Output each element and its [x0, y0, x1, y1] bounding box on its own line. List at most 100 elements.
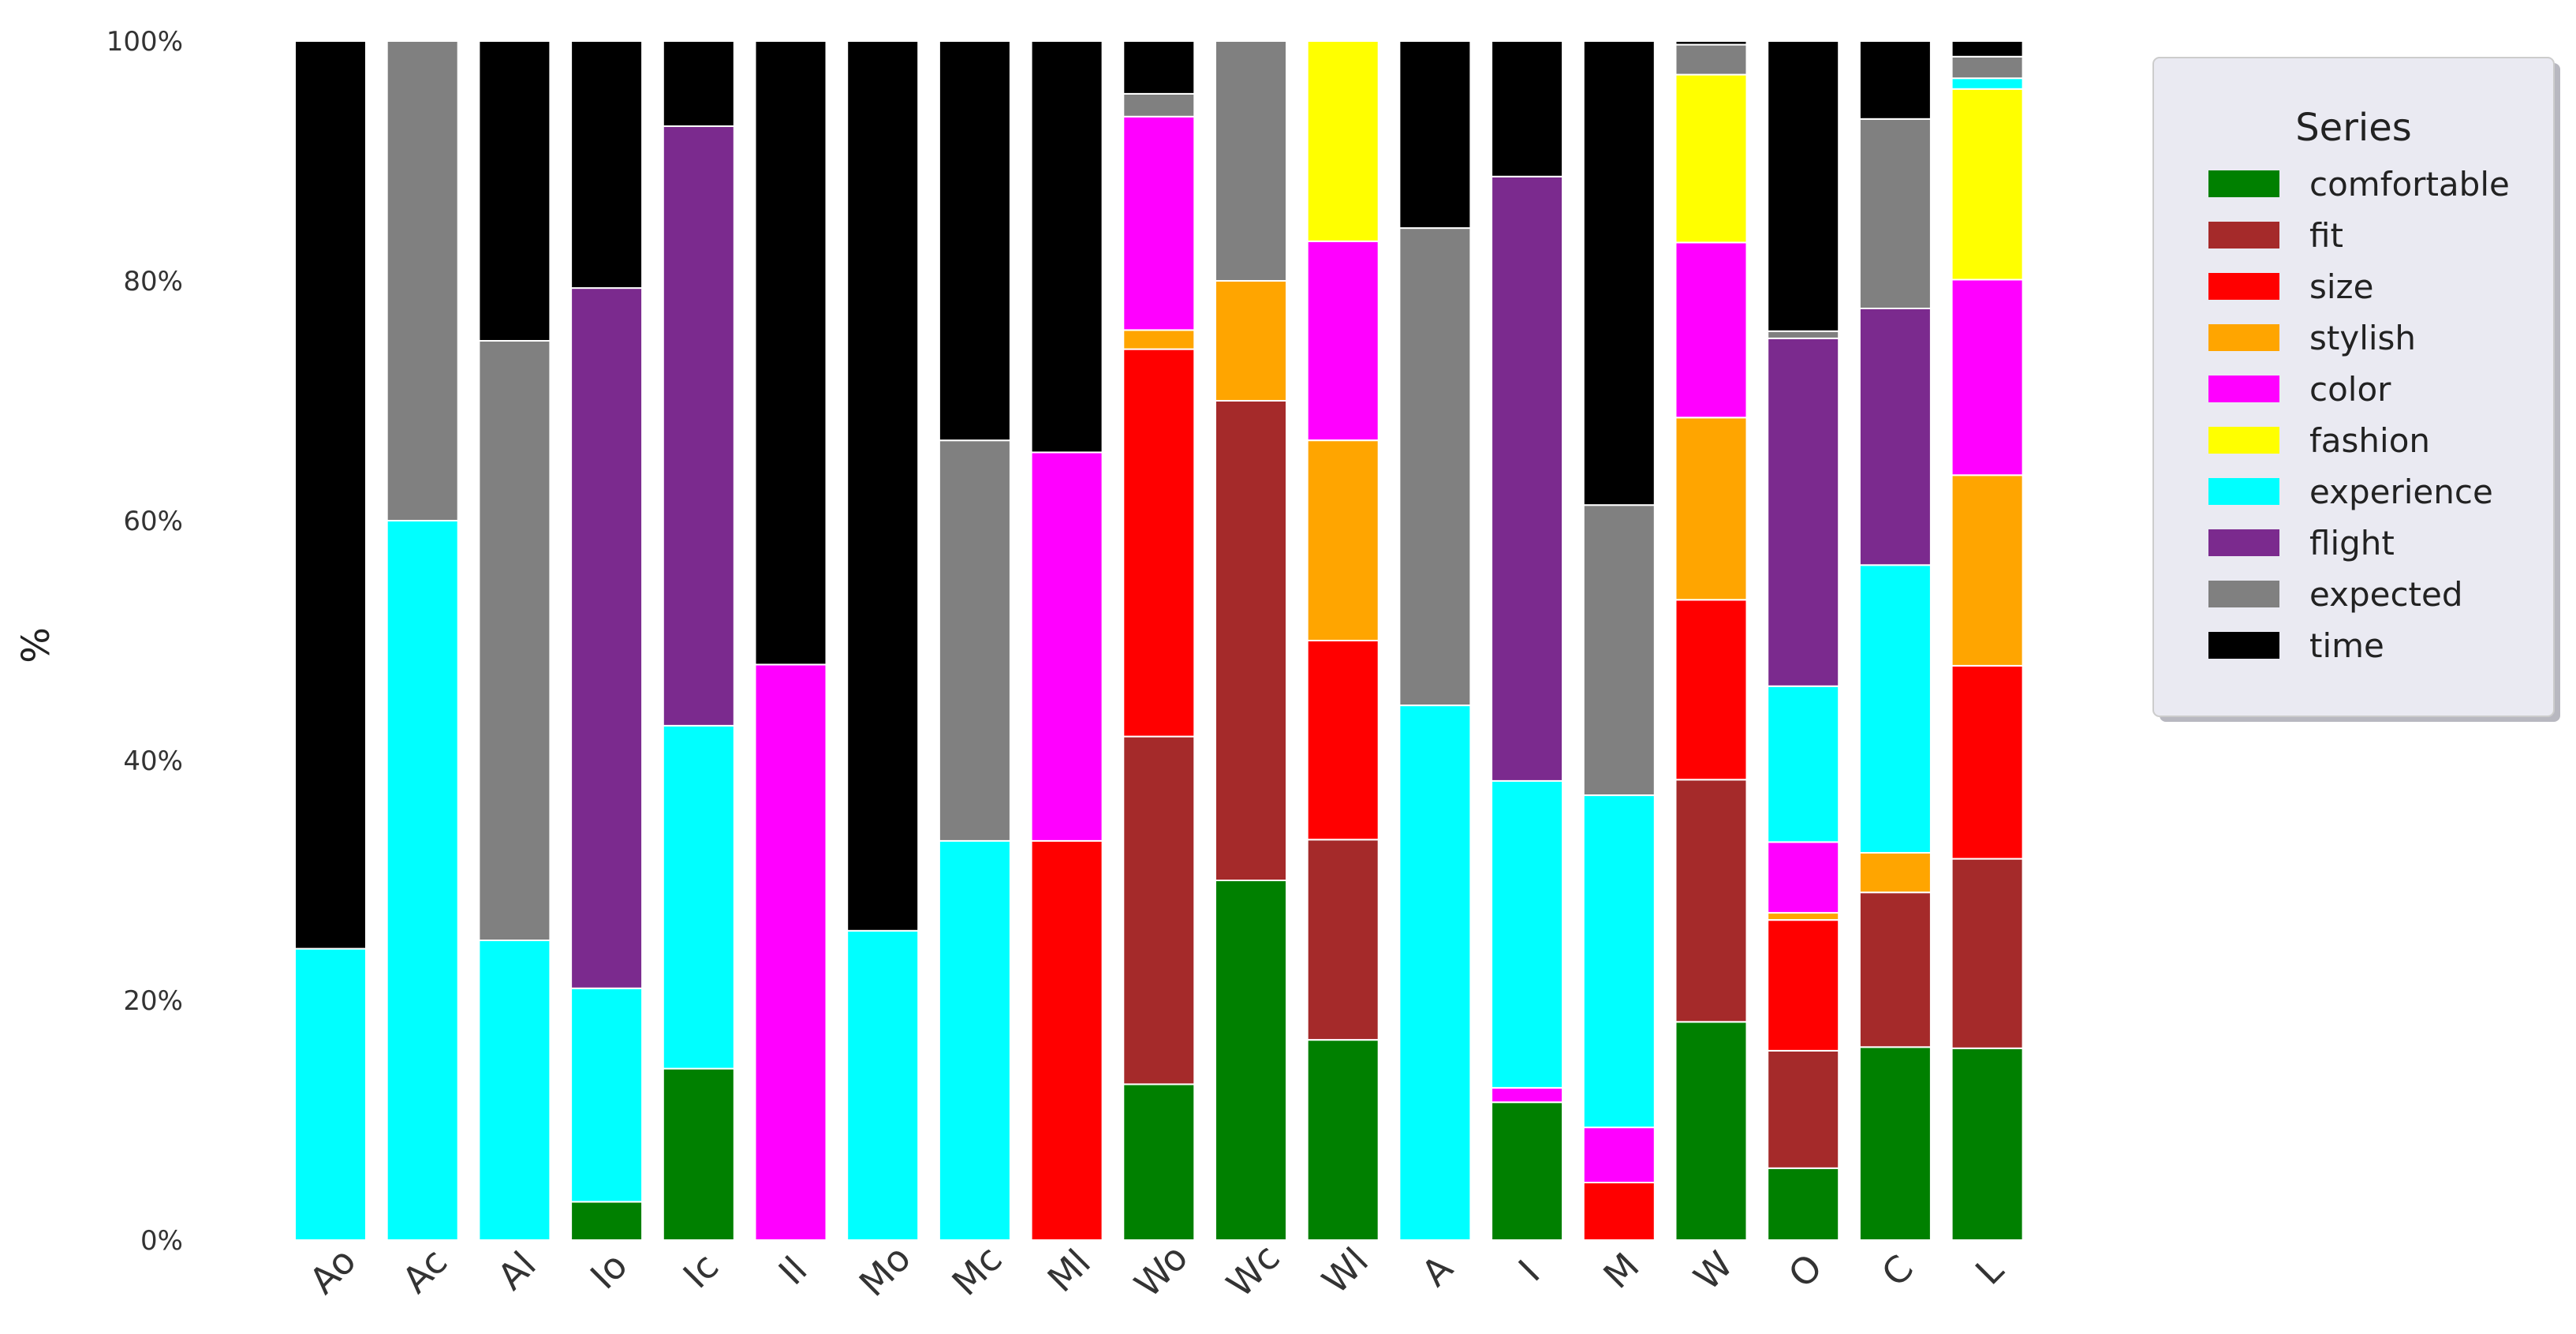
- bar-segment-C-fit: [1858, 891, 1932, 1048]
- legend-swatch-comfortable: [2208, 170, 2279, 197]
- bar-segment-M-expected: [1582, 504, 1656, 796]
- bar-segment-I-color: [1491, 1087, 1564, 1104]
- legend-label-expected: expected: [2309, 575, 2463, 614]
- y-tick-label: 0%: [140, 1225, 183, 1257]
- bar-segment-Ac-experience: [386, 520, 459, 1241]
- bar-segment-Mc-expected: [938, 439, 1011, 842]
- legend: Series comfortable fit size stylish color fas…: [2152, 57, 2560, 722]
- bar-segment-Io-time: [570, 40, 644, 290]
- bar-segment-M-color: [1582, 1127, 1656, 1183]
- bar-segment-M-time: [1582, 40, 1656, 506]
- legend-swatch-color: [2208, 376, 2279, 402]
- bar-segment-Il-color: [754, 663, 827, 1241]
- x-tick-label: Ic: [675, 1245, 727, 1297]
- bar-segment-L-expected: [1951, 55, 2024, 80]
- bar-segment-Wl-fashion: [1306, 40, 1379, 242]
- x-tick-label: Wl: [1314, 1239, 1376, 1302]
- bar-segment-Wc-stylish: [1215, 280, 1287, 402]
- x-tick-label: Mo: [851, 1237, 919, 1305]
- bar-segment-L-time: [1951, 40, 2024, 58]
- bar-segment-L-fashion: [1951, 88, 2024, 281]
- bar-segment-Wl-fit: [1306, 839, 1379, 1041]
- bar-segment-Ic-comfortable: [662, 1067, 735, 1241]
- bar-segment-I-experience: [1491, 779, 1564, 1089]
- bar-segment-Wo-size: [1122, 348, 1196, 738]
- legend-label-fit: fit: [2309, 216, 2343, 255]
- x-tick-label: Wc: [1219, 1236, 1288, 1306]
- x-tick-label: W: [1686, 1243, 1741, 1299]
- bar-segment-L-experience: [1951, 77, 2024, 90]
- legend-swatch-time: [2208, 632, 2279, 659]
- bar-segment-O-color: [1767, 841, 1840, 914]
- bar-segment-Mc-time: [938, 40, 1011, 442]
- legend-swatch-size: [2208, 273, 2279, 300]
- x-tick-label: L: [1967, 1248, 2012, 1293]
- y-tick-label: 60%: [123, 506, 183, 537]
- bar-segment-W-fashion: [1674, 73, 1748, 244]
- bar-segment-C-stylish: [1858, 852, 1932, 894]
- bar-segment-Wo-comfortable: [1122, 1083, 1196, 1242]
- bar-segment-W-expected: [1674, 43, 1748, 76]
- legend-label-comfortable: comfortable: [2309, 165, 2510, 204]
- bar-segment-O-experience: [1767, 685, 1840, 843]
- bar-segment-Ao-experience: [294, 947, 367, 1241]
- legend-title: Series: [2295, 106, 2412, 150]
- bar-segment-Wo-fit: [1122, 735, 1196, 1086]
- bar-segment-C-experience: [1858, 564, 1932, 854]
- bar-segment-Wc-expected: [1215, 40, 1287, 282]
- bar-segment-Al-expected: [478, 340, 551, 941]
- bar-segment-O-fit: [1767, 1049, 1840, 1169]
- bar-segment-W-stylish: [1674, 417, 1748, 601]
- bar-segment-Wo-expected: [1122, 92, 1196, 118]
- bar-segment-Wl-color: [1306, 240, 1379, 442]
- bar-segment-I-comfortable: [1491, 1101, 1564, 1241]
- bar-segment-Mo-experience: [846, 929, 920, 1242]
- bar-segment-W-size: [1674, 599, 1748, 781]
- bar-segment-L-size: [1951, 664, 2024, 860]
- legend-swatch-experience: [2208, 478, 2279, 505]
- bar-segment-Al-time: [478, 40, 551, 342]
- bar-segment-Mo-time: [846, 40, 920, 932]
- bar-segment-C-expected: [1858, 118, 1932, 309]
- bar-segment-Wl-stylish: [1306, 439, 1379, 642]
- bar-segment-Mc-experience: [938, 839, 1011, 1242]
- y-axis-label: %: [14, 627, 58, 663]
- bar-segment-L-fit: [1951, 858, 2024, 1049]
- legend-label-fashion: fashion: [2309, 421, 2430, 460]
- bar-segment-O-flight: [1767, 338, 1840, 687]
- x-axis: Ao Ac Al Io Ic Il Mo Mc Ml Wo Wc Wl A I M W O C L: [301, 1236, 2012, 1306]
- x-tick-label: Ml: [1040, 1241, 1099, 1300]
- bar-segment-W-time: [1674, 40, 1748, 46]
- bar-segment-Wl-comfortable: [1306, 1039, 1379, 1241]
- x-tick-label: A: [1413, 1246, 1462, 1295]
- x-tick-label: C: [1873, 1246, 1921, 1295]
- x-tick-label: Io: [582, 1244, 636, 1298]
- bar-segment-A-expected: [1398, 227, 1472, 707]
- bar-segment-M-size: [1582, 1182, 1656, 1241]
- bar-segment-Io-experience: [570, 987, 644, 1203]
- x-tick-label: Il: [771, 1248, 816, 1293]
- legend-label-stylish: stylish: [2309, 319, 2416, 357]
- bar-segment-I-flight: [1491, 175, 1564, 782]
- y-tick-label: 40%: [123, 745, 183, 777]
- bar-segment-Wo-color: [1122, 115, 1196, 331]
- x-tick-label: M: [1595, 1245, 1647, 1297]
- bar-segment-I-time: [1491, 40, 1564, 177]
- bar-segment-C-flight: [1858, 308, 1932, 566]
- bar-segment-Wo-time: [1122, 40, 1196, 95]
- bars-layer: [294, 40, 2024, 1242]
- legend-swatch-expected: [2208, 581, 2279, 607]
- bar-segment-W-fit: [1674, 779, 1748, 1023]
- bar-segment-Wc-fit: [1215, 400, 1287, 881]
- legend-swatch-fit: [2208, 222, 2279, 248]
- bar-segment-L-stylish: [1951, 474, 2024, 667]
- bar-segment-Io-flight: [570, 287, 644, 989]
- x-tick-label: Al: [489, 1243, 543, 1298]
- bar-segment-Wc-comfortable: [1215, 880, 1287, 1241]
- bar-segment-Il-time: [754, 40, 827, 666]
- bar-segment-Wo-stylish: [1122, 329, 1196, 350]
- bar-segment-O-stylish: [1767, 912, 1840, 921]
- bar-segment-A-experience: [1398, 704, 1472, 1241]
- bar-segment-A-time: [1398, 40, 1472, 230]
